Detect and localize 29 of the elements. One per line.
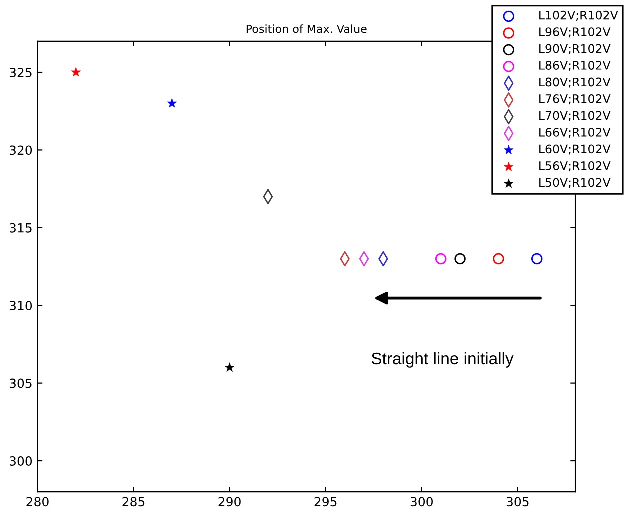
x-tick-label: 285 [122,497,145,507]
y-tick-label: 310 [10,301,32,311]
chart-title: Position of Max. Value [246,24,367,34]
legend-label: L60V;R102V [540,144,611,155]
legend-label: L70V;R102V [540,111,611,122]
legend-label: L66V;R102V [540,128,611,138]
legend-label: L90V;R102V [540,44,611,54]
x-tick-label: 305 [506,497,529,507]
y-tick-label: 320 [10,146,32,156]
legend-label: L56V;R102V [540,161,611,172]
legend-label: L102V;R102V [540,10,618,21]
point [435,253,447,265]
y-tick-label: 300 [10,456,32,466]
x-tick-label: 300 [410,497,433,507]
legend-label: L50V;R102V [540,178,611,188]
annotation: Straight line initially [372,352,514,368]
legend-label: L80V;R102V [540,78,611,88]
y-tick-label: 315 [10,223,32,233]
y-tick-label: 325 [10,68,32,78]
x-tick-label: 290 [218,497,241,507]
x-tick-label: 295 [314,497,337,507]
point [454,253,466,265]
legend-label: L86V;R102V [540,61,611,72]
x-tick-label: 280 [26,497,49,507]
legend-label: L76V;R102V [540,94,611,105]
y-tick-label: 305 [10,378,32,388]
point [532,253,543,265]
legend-label: L96V;R102V [540,28,611,38]
point [493,253,504,265]
